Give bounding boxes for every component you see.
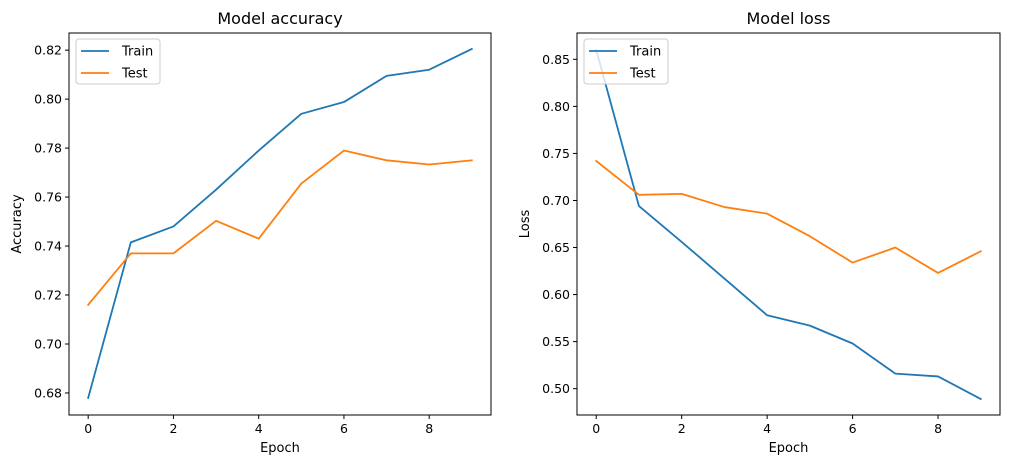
loss-x-axis-label: Epoch [769, 441, 809, 456]
accuracy-legend-label-train: Train [121, 45, 153, 60]
accuracy-chart-panel: Model accuracy 0 2 4 6 8 0.68 0.70 0.72 0.74 0.76 0… [10, 9, 492, 456]
loss-plot-frame [576, 32, 1001, 416]
loss-x-tick-label: 0 [592, 421, 600, 436]
loss-y-tick-label: 0.85 [542, 52, 570, 67]
accuracy-chart-title: Model accuracy [217, 9, 342, 28]
loss-legend-label-train: Train [629, 45, 661, 60]
loss-x-tick-label: 6 [849, 421, 857, 436]
accuracy-x-tick-label: 0 [84, 421, 92, 436]
loss-y-tick-label: 0.50 [542, 381, 570, 396]
loss-legend: Train Test [583, 38, 669, 85]
accuracy-x-tick-label: 8 [425, 421, 433, 436]
loss-y-tick-label: 0.75 [542, 146, 570, 161]
accuracy-x-tick-label: 2 [169, 421, 177, 436]
accuracy-x-axis-label: Epoch [260, 441, 300, 456]
loss-series-line-train [595, 48, 982, 401]
loss-y-axis-label: Loss [518, 210, 533, 239]
accuracy-x-tick-label: 4 [255, 421, 263, 436]
accuracy-legend: Train Test [75, 38, 161, 85]
loss-x-tick-label: 2 [678, 421, 686, 436]
accuracy-y-tick-label: 0.74 [34, 239, 62, 254]
loss-chart-panel: Model loss 0 2 4 6 8 0.50 0.55 0.60 0.65 0.70 0.75 0… [518, 9, 1001, 456]
loss-y-tick-label: 0.65 [542, 240, 570, 255]
accuracy-x-tick-label: 6 [340, 421, 348, 436]
loss-series-line-test [594, 159, 982, 274]
loss-legend-label-test: Test [629, 67, 656, 82]
accuracy-series-line-train [87, 47, 474, 399]
accuracy-y-tick-label: 0.80 [34, 92, 62, 107]
loss-x-tick-label: 4 [763, 421, 771, 436]
accuracy-y-tick-label: 0.82 [34, 43, 62, 58]
loss-x-tick-label: 8 [934, 421, 942, 436]
accuracy-plot-frame [68, 32, 492, 416]
accuracy-series-line-test [86, 149, 473, 307]
loss-y-tick-label: 0.70 [542, 193, 570, 208]
accuracy-legend-label-test: Test [121, 67, 148, 82]
accuracy-y-tick-label: 0.70 [34, 336, 62, 351]
loss-y-tick-label: 0.60 [542, 287, 570, 302]
accuracy-y-tick-label: 0.68 [34, 385, 62, 400]
loss-y-tick-label: 0.55 [542, 334, 570, 349]
accuracy-y-tick-label: 0.72 [34, 288, 62, 303]
accuracy-y-tick-label: 0.78 [34, 141, 62, 156]
loss-y-tick-label: 0.80 [542, 99, 570, 114]
loss-chart-title: Model loss [746, 9, 830, 28]
accuracy-y-tick-label: 0.76 [34, 190, 62, 205]
accuracy-y-axis-label: Accuracy [10, 194, 25, 254]
